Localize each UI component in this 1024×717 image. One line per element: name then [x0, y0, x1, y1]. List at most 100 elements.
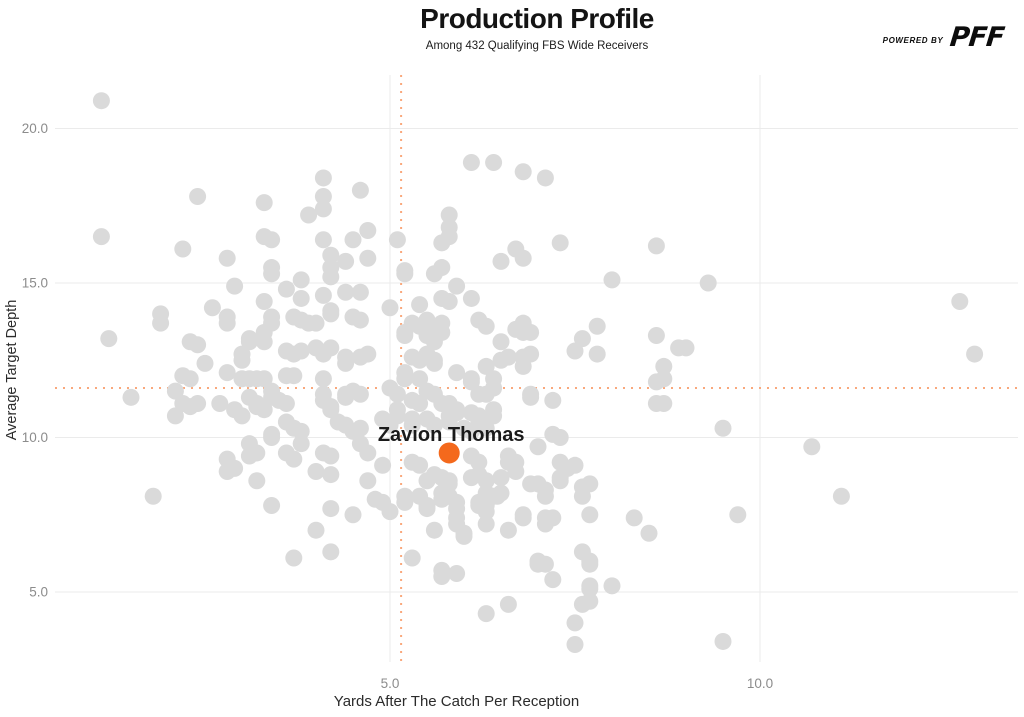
- data-point: [507, 462, 525, 480]
- data-point: [314, 286, 332, 304]
- data-point: [307, 521, 325, 539]
- data-point: [255, 401, 273, 419]
- data-point: [218, 314, 236, 332]
- data-point: [92, 228, 110, 246]
- data-point: [314, 169, 332, 187]
- data-point: [218, 364, 236, 382]
- data-point: [462, 153, 480, 171]
- data-point: [425, 521, 443, 539]
- data-point: [551, 234, 569, 252]
- data-point: [322, 339, 340, 357]
- data-point: [832, 487, 850, 505]
- data-point: [322, 268, 340, 286]
- data-point: [166, 407, 184, 425]
- data-point: [499, 348, 517, 366]
- data-point: [388, 231, 406, 249]
- data-point: [396, 487, 414, 505]
- data-point: [551, 429, 569, 446]
- data-point: [189, 395, 207, 413]
- data-point: [351, 181, 369, 199]
- data-point: [499, 521, 517, 539]
- data-point: [359, 249, 377, 267]
- data-point: [211, 395, 229, 413]
- data-point: [433, 234, 451, 252]
- data-point: [181, 370, 199, 388]
- y-tick-label: 10.0: [22, 430, 48, 445]
- data-point: [440, 413, 458, 431]
- data-point: [218, 249, 236, 267]
- data-point: [255, 293, 273, 311]
- data-point: [411, 456, 429, 474]
- data-point: [581, 580, 599, 598]
- data-point: [263, 231, 281, 249]
- data-point: [581, 555, 599, 573]
- data-point: [573, 330, 591, 348]
- data-point: [203, 299, 221, 317]
- data-point: [292, 435, 310, 453]
- data-point: [581, 475, 599, 493]
- data-point: [588, 345, 606, 363]
- data-point: [544, 571, 562, 589]
- data-point: [477, 515, 495, 533]
- data-point: [966, 345, 984, 363]
- data-point: [166, 382, 184, 400]
- data-point: [152, 314, 170, 332]
- data-point: [492, 469, 510, 487]
- data-point: [803, 438, 821, 456]
- data-point: [492, 252, 510, 270]
- data-point: [566, 342, 584, 360]
- data-point: [388, 385, 406, 403]
- data-point: [714, 632, 732, 650]
- data-point: [277, 395, 295, 413]
- data-point: [514, 249, 532, 267]
- data-point: [307, 462, 325, 480]
- data-point: [122, 388, 140, 406]
- data-point: [196, 354, 214, 372]
- data-point: [292, 342, 310, 360]
- data-point: [233, 407, 251, 425]
- data-point: [647, 327, 665, 345]
- data-point: [440, 472, 458, 490]
- data-point: [647, 373, 665, 391]
- data-point: [359, 221, 377, 239]
- data-point: [322, 447, 340, 465]
- data-point: [322, 543, 340, 561]
- data-point: [418, 500, 436, 518]
- data-point: [499, 595, 517, 613]
- data-point: [440, 293, 458, 311]
- data-point: [536, 555, 554, 573]
- data-point: [462, 289, 480, 307]
- data-point: [189, 187, 207, 205]
- data-point: [448, 277, 466, 295]
- data-point: [536, 169, 554, 187]
- data-point: [314, 231, 332, 249]
- data-point: [514, 163, 532, 181]
- data-point: [581, 506, 599, 524]
- data-point: [566, 636, 584, 654]
- data-point: [322, 305, 340, 323]
- data-point: [255, 194, 273, 212]
- data-point: [729, 506, 747, 524]
- data-point: [285, 549, 303, 567]
- y-tick-label: 5.0: [29, 585, 48, 600]
- data-point: [462, 373, 480, 391]
- data-point: [566, 456, 584, 474]
- data-point: [240, 333, 258, 351]
- data-point: [322, 246, 340, 264]
- data-point: [411, 370, 429, 388]
- data-point: [440, 206, 458, 224]
- x-tick-label: 5.0: [381, 676, 400, 691]
- data-point: [263, 496, 281, 514]
- data-point: [255, 333, 273, 351]
- data-point: [233, 351, 251, 369]
- data-point: [581, 592, 599, 610]
- data-point: [477, 503, 495, 521]
- data-point: [337, 252, 355, 270]
- data-point: [551, 469, 569, 487]
- data-point: [285, 450, 303, 468]
- data-point: [307, 314, 325, 332]
- data-point: [255, 370, 273, 388]
- data-point: [566, 614, 584, 632]
- data-point: [344, 506, 362, 524]
- highlighted-point[interactable]: [438, 442, 460, 464]
